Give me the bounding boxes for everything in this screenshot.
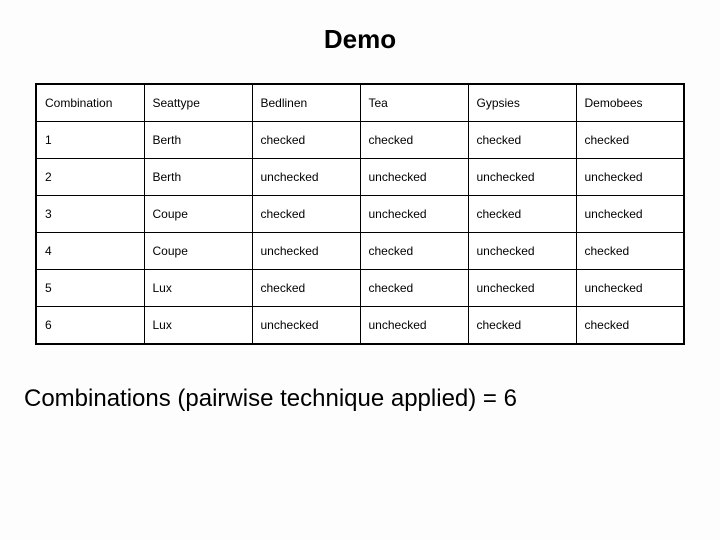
col-header: Bedlinen (252, 84, 360, 122)
table-row: 3 Coupe checked unchecked checked unchec… (36, 196, 684, 233)
cell: checked (468, 307, 576, 345)
cell: Coupe (144, 196, 252, 233)
caption-text: Combinations (pairwise technique applied… (18, 385, 517, 413)
cell: checked (576, 233, 684, 270)
cell: unchecked (360, 196, 468, 233)
cell: 2 (36, 159, 144, 196)
cell: unchecked (576, 270, 684, 307)
cell: checked (360, 270, 468, 307)
table-header-row: Combination Seattype Bedlinen Tea Gypsie… (36, 84, 684, 122)
cell: unchecked (360, 307, 468, 345)
cell: unchecked (468, 270, 576, 307)
cell: checked (252, 122, 360, 159)
cell: 5 (36, 270, 144, 307)
cell: checked (576, 122, 684, 159)
cell: checked (468, 196, 576, 233)
cell: unchecked (468, 159, 576, 196)
cell: checked (360, 122, 468, 159)
cell: checked (576, 307, 684, 345)
cell: unchecked (360, 159, 468, 196)
col-header: Demobees (576, 84, 684, 122)
table-row: 4 Coupe unchecked checked unchecked chec… (36, 233, 684, 270)
cell: checked (252, 270, 360, 307)
table-row: 6 Lux unchecked unchecked checked checke… (36, 307, 684, 345)
cell: Lux (144, 307, 252, 345)
col-header: Tea (360, 84, 468, 122)
col-header: Gypsies (468, 84, 576, 122)
cell: Lux (144, 270, 252, 307)
cell: unchecked (252, 159, 360, 196)
cell: checked (468, 122, 576, 159)
cell: 3 (36, 196, 144, 233)
cell: Berth (144, 122, 252, 159)
table-row: 1 Berth checked checked checked checked (36, 122, 684, 159)
slide-title: Demo (324, 24, 396, 55)
cell: unchecked (576, 159, 684, 196)
table-row: 5 Lux checked checked unchecked unchecke… (36, 270, 684, 307)
cell: Berth (144, 159, 252, 196)
cell: 4 (36, 233, 144, 270)
slide: Demo Combination Seattype Bedlinen Tea G… (0, 0, 720, 540)
cell: checked (360, 233, 468, 270)
cell: unchecked (468, 233, 576, 270)
col-header: Combination (36, 84, 144, 122)
cell: Coupe (144, 233, 252, 270)
cell: unchecked (252, 233, 360, 270)
cell: unchecked (252, 307, 360, 345)
cell: 6 (36, 307, 144, 345)
cell: unchecked (576, 196, 684, 233)
cell: checked (252, 196, 360, 233)
table-row: 2 Berth unchecked unchecked unchecked un… (36, 159, 684, 196)
cell: 1 (36, 122, 144, 159)
combinations-table: Combination Seattype Bedlinen Tea Gypsie… (35, 83, 685, 345)
col-header: Seattype (144, 84, 252, 122)
